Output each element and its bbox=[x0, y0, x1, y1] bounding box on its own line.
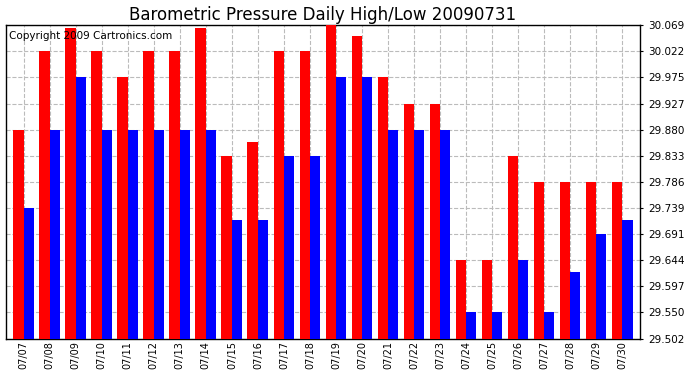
Bar bbox=[596, 234, 607, 339]
Bar bbox=[570, 272, 580, 339]
Bar bbox=[466, 312, 476, 339]
Bar bbox=[117, 77, 128, 339]
Bar bbox=[455, 260, 466, 339]
Bar bbox=[50, 130, 60, 339]
Bar bbox=[544, 312, 555, 339]
Bar bbox=[430, 104, 440, 339]
Bar bbox=[206, 130, 216, 339]
Bar bbox=[76, 77, 86, 339]
Bar bbox=[248, 142, 258, 339]
Bar bbox=[195, 28, 206, 339]
Bar bbox=[388, 130, 398, 339]
Bar bbox=[440, 130, 451, 339]
Bar bbox=[154, 130, 164, 339]
Bar bbox=[23, 207, 34, 339]
Bar bbox=[518, 260, 529, 339]
Bar bbox=[299, 51, 310, 339]
Bar bbox=[128, 130, 138, 339]
Bar bbox=[91, 51, 102, 339]
Bar bbox=[170, 51, 180, 339]
Bar bbox=[273, 51, 284, 339]
Bar bbox=[508, 156, 518, 339]
Bar bbox=[180, 130, 190, 339]
Bar bbox=[560, 182, 570, 339]
Bar bbox=[221, 156, 232, 339]
Bar bbox=[482, 260, 492, 339]
Bar bbox=[377, 77, 388, 339]
Text: Copyright 2009 Cartronics.com: Copyright 2009 Cartronics.com bbox=[9, 32, 172, 41]
Bar bbox=[39, 51, 50, 339]
Title: Barometric Pressure Daily High/Low 20090731: Barometric Pressure Daily High/Low 20090… bbox=[129, 6, 517, 24]
Bar bbox=[284, 156, 295, 339]
Bar bbox=[351, 36, 362, 339]
Bar bbox=[102, 130, 112, 339]
Bar bbox=[492, 312, 502, 339]
Bar bbox=[232, 220, 242, 339]
Bar bbox=[66, 28, 76, 339]
Bar bbox=[336, 77, 346, 339]
Bar bbox=[13, 130, 23, 339]
Bar bbox=[362, 77, 373, 339]
Bar bbox=[258, 220, 268, 339]
Bar bbox=[326, 25, 336, 339]
Bar bbox=[310, 156, 320, 339]
Bar bbox=[612, 182, 622, 339]
Bar bbox=[144, 51, 154, 339]
Bar bbox=[414, 130, 424, 339]
Bar bbox=[533, 182, 544, 339]
Bar bbox=[586, 182, 596, 339]
Bar bbox=[404, 104, 414, 339]
Bar bbox=[622, 220, 633, 339]
